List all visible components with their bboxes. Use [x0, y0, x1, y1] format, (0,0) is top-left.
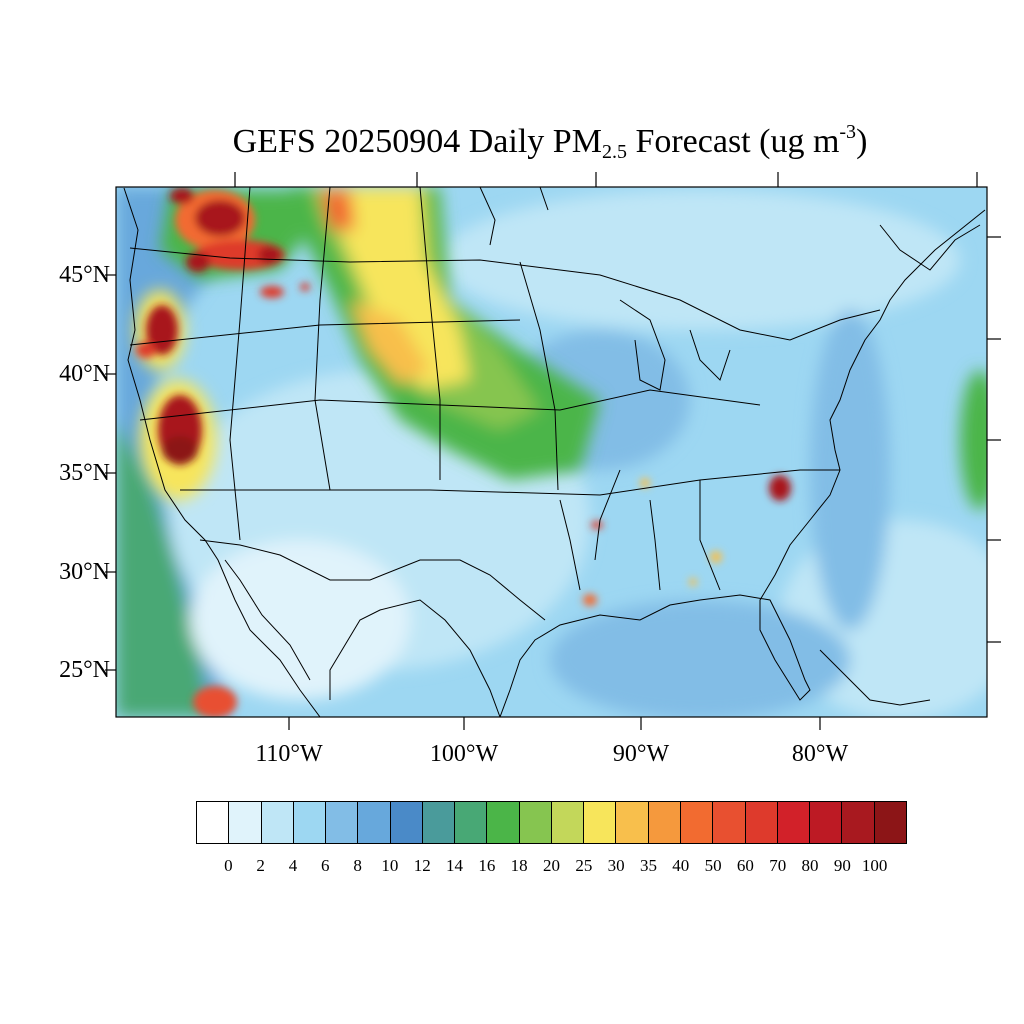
map-frame	[115, 186, 988, 718]
colorbar-box	[487, 802, 520, 843]
colorbar-label: 10	[381, 856, 399, 875]
colorbar-label: 8	[353, 856, 362, 875]
colorbar-box	[422, 802, 456, 843]
colorbar-label: 0	[224, 856, 233, 875]
colorbar-box	[197, 802, 230, 843]
colorbar-box	[680, 802, 714, 843]
colorbar-label: 35	[639, 856, 657, 875]
colorbar-box	[616, 802, 649, 843]
colorbar-box	[745, 802, 778, 843]
colorbar-box	[293, 802, 327, 843]
map-title: GEFS 20250904 Daily PM2.5 Forecast (ug m…	[232, 121, 868, 163]
colorbar-box	[842, 802, 875, 843]
colorbar-label: 70	[769, 856, 787, 875]
colorbar-label: 20	[543, 856, 560, 875]
lat-label-30n: 30°N	[59, 559, 110, 585]
colorbar-box	[810, 802, 843, 843]
colorbar-label: 14	[446, 856, 464, 875]
colorbar-label: 90	[833, 856, 851, 875]
coastlines-borders	[123, 187, 986, 717]
colorbar-label: 30	[607, 856, 625, 875]
colorbar-label: 40	[672, 856, 690, 875]
colorbar-label: 100	[861, 856, 888, 875]
colorbar-label: 18	[510, 856, 528, 875]
lon-label-100w: 100°W	[429, 741, 499, 767]
colorbar-box	[519, 802, 552, 843]
colorbar-label: 6	[321, 856, 330, 875]
colorbar-label: 2	[256, 856, 265, 875]
colorbar-box	[648, 802, 681, 843]
colorbar-box	[358, 802, 391, 843]
colorbar-label: 16	[478, 856, 496, 875]
colorbar-label: 80	[801, 856, 819, 875]
colorbar-box	[229, 802, 262, 843]
colorbar	[196, 801, 907, 844]
lon-label-110w: 110°W	[255, 741, 323, 767]
colorbar-label: 4	[288, 856, 298, 875]
lat-label-45n: 45°N	[59, 262, 110, 288]
colorbar-box	[713, 802, 746, 843]
colorbar-box	[551, 802, 585, 843]
colorbar-label: 25	[575, 856, 593, 875]
colorbar-label: 50	[704, 856, 722, 875]
lon-label-80w: 80°W	[791, 741, 849, 767]
lat-label-40n: 40°N	[59, 361, 110, 387]
colorbar-box	[326, 802, 359, 843]
colorbar-box	[584, 802, 617, 843]
colorbar-label: 12	[413, 856, 431, 875]
colorbar-labels: 0 2 4 6 8 10 12 14 16 18 20 25 30 35 40 50 60 70 80 90 100	[196, 856, 907, 878]
lat-label-35n: 35°N	[59, 460, 110, 486]
colorbar-box	[261, 802, 294, 843]
colorbar-box	[777, 802, 811, 843]
colorbar-box	[874, 802, 906, 843]
lat-label-25n: 25°N	[59, 657, 110, 683]
smoke-plume	[135, 187, 600, 500]
lon-label-90w: 90°W	[612, 741, 670, 767]
map-ticks	[105, 172, 1001, 730]
colorbar-box	[455, 802, 488, 843]
concentration-field	[116, 187, 987, 717]
colorbar-box	[390, 802, 423, 843]
colorbar-label: 60	[736, 856, 754, 875]
